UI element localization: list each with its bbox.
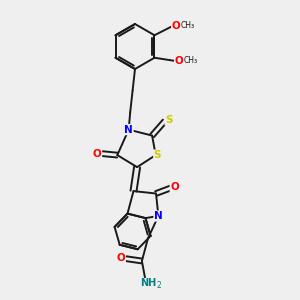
Text: CH₃: CH₃: [181, 21, 195, 30]
Text: S: S: [154, 150, 161, 160]
Text: N: N: [124, 124, 133, 135]
Text: 2: 2: [157, 281, 162, 290]
Text: S: S: [165, 115, 173, 125]
Text: O: O: [172, 21, 181, 31]
Text: O: O: [93, 148, 102, 159]
Text: O: O: [116, 253, 125, 263]
Text: CH₃: CH₃: [184, 56, 198, 65]
Text: O: O: [170, 182, 179, 192]
Text: O: O: [175, 56, 184, 66]
Text: N: N: [154, 211, 163, 221]
Text: NH: NH: [140, 278, 156, 289]
